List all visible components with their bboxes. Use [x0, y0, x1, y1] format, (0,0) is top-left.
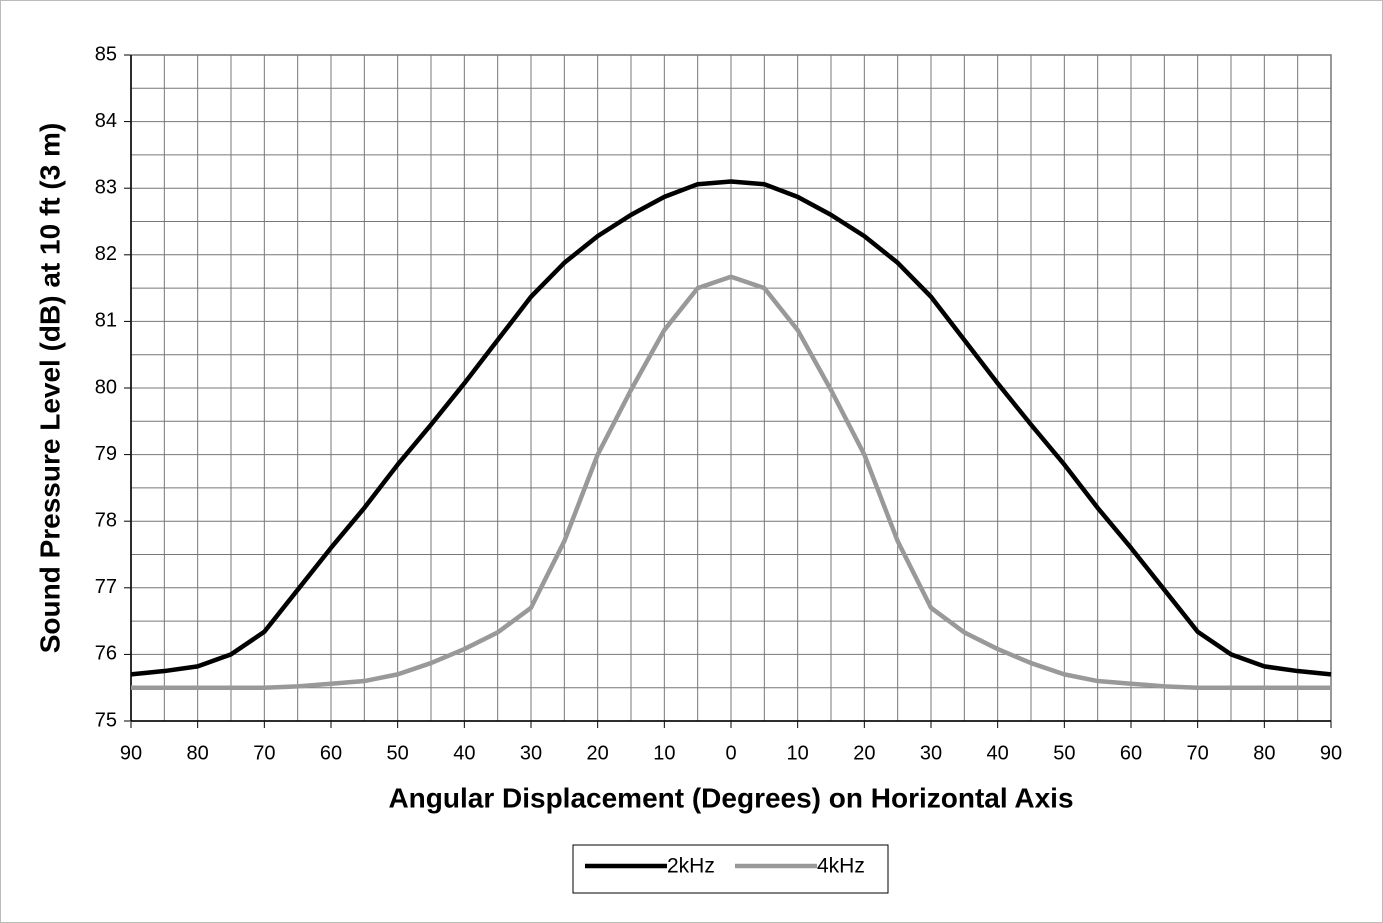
y-tick-label: 80 [95, 376, 117, 398]
y-tick-label: 77 [95, 576, 117, 598]
x-tick-label: 60 [1120, 742, 1142, 764]
y-tick-label: 76 [95, 643, 117, 665]
x-tick-label: 10 [787, 742, 809, 764]
x-tick-label: 0 [725, 742, 736, 764]
series-line [130, 179, 1332, 677]
y-tick-label: 79 [95, 443, 117, 465]
x-tick-label: 10 [653, 742, 675, 764]
y-tick-label: 78 [95, 509, 117, 531]
x-tick-label: 80 [187, 742, 209, 764]
x-tick-label: 40 [453, 742, 475, 764]
y-tick-label: 84 [95, 110, 117, 132]
y-tick-label: 82 [95, 243, 117, 265]
x-tick-label: 20 [587, 742, 609, 764]
x-tick-label: 90 [1320, 742, 1342, 764]
x-axis-title: Angular Displacement (Degrees) on Horizo… [388, 782, 1073, 813]
legend-label: 2kHz [667, 855, 715, 878]
series-line [131, 274, 1331, 690]
y-axis-title: Sound Pressure Level (dB) at 10 ft (3 m) [34, 123, 65, 654]
x-tick-label: 40 [987, 742, 1009, 764]
x-tick-label: 30 [520, 742, 542, 764]
legend-box [572, 844, 889, 894]
x-tick-label: 70 [253, 742, 275, 764]
x-tick-label: 30 [920, 742, 942, 764]
x-tick-label: 70 [1187, 742, 1209, 764]
x-tick-label: 50 [1053, 742, 1075, 764]
y-tick-label: 81 [95, 310, 117, 332]
y-tick-label: 85 [95, 43, 117, 65]
x-tick-label: 20 [853, 742, 875, 764]
x-tick-label: 90 [120, 742, 142, 764]
legend-label: 4kHz [817, 855, 865, 878]
x-tick-label: 80 [1253, 742, 1275, 764]
y-tick-label: 83 [95, 176, 117, 198]
x-tick-label: 50 [387, 742, 409, 764]
x-tick-label: 60 [320, 742, 342, 764]
y-tick-label: 75 [95, 709, 117, 731]
